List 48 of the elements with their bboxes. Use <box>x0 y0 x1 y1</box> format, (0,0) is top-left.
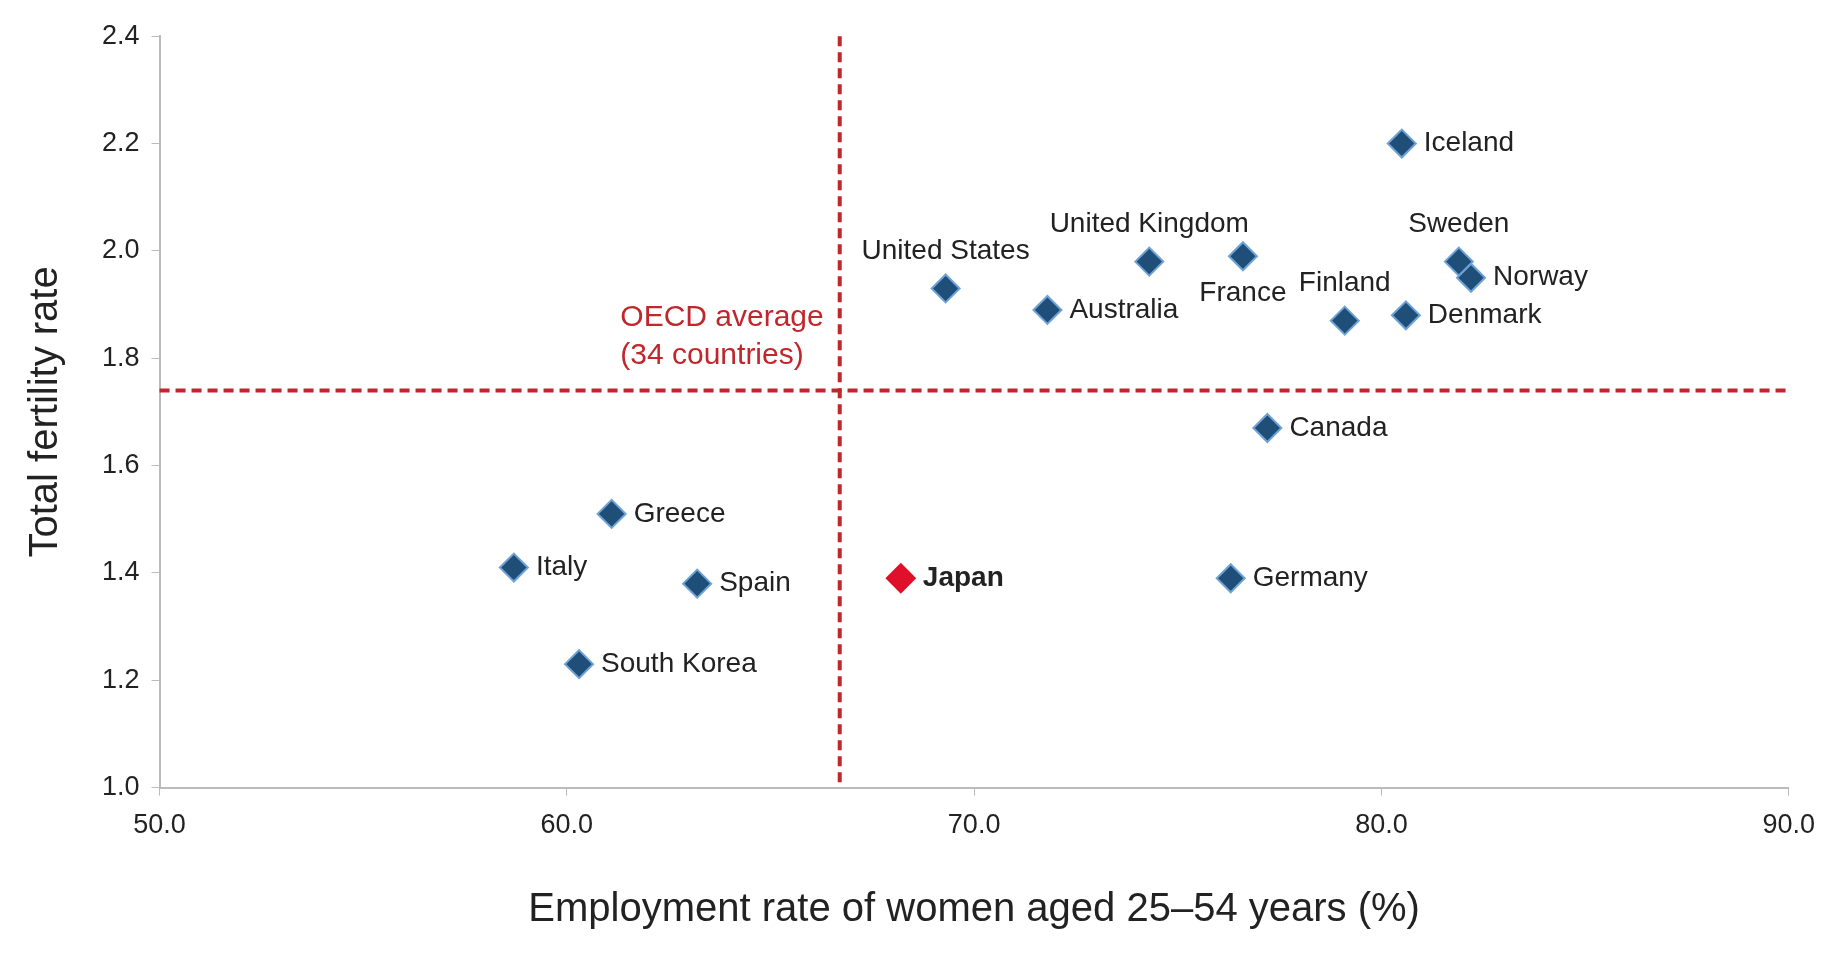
y-tick-label: 1.2 <box>101 663 140 694</box>
point <box>1252 413 1283 443</box>
y-tick-label: 1.8 <box>101 341 140 372</box>
annotation: Greece <box>633 496 726 528</box>
point <box>498 552 529 583</box>
point <box>1227 241 1258 272</box>
annotation: Australia <box>1069 292 1179 324</box>
point <box>1456 262 1487 293</box>
x-tick-label: 80.0 <box>1355 809 1408 840</box>
point <box>682 568 713 599</box>
x-tick-label: 50.0 <box>133 809 186 840</box>
annotation: Germany <box>1252 561 1368 592</box>
y-tick-label: 1.6 <box>101 449 140 480</box>
annotation: United States <box>861 234 1030 266</box>
annotation: Sweden <box>1408 207 1510 239</box>
y-tick-label: 2.2 <box>101 127 140 157</box>
x-tick-label: 90.0 <box>1762 809 1816 840</box>
ref-line-label: OECD average (34 countries) <box>620 298 824 370</box>
point <box>930 273 961 304</box>
point <box>1032 294 1063 325</box>
annotation: Japan <box>922 561 1004 592</box>
x-tick-label: 70.0 <box>947 809 1001 840</box>
y-axis-title: Total fertility rate <box>21 266 66 558</box>
x-axis-title: Employment rate of women aged 25–54 years (%) <box>528 885 1420 930</box>
annotation: Italy <box>535 550 588 582</box>
annotation: United Kingdom <box>1049 207 1249 239</box>
annotation: Spain <box>719 566 791 598</box>
annotation: South Korea <box>601 646 758 678</box>
annotation: France <box>1199 275 1287 307</box>
point <box>885 563 916 594</box>
point <box>1386 128 1417 159</box>
annotation: Iceland <box>1423 126 1515 158</box>
point <box>596 498 627 529</box>
point <box>1390 300 1421 331</box>
point <box>1215 563 1246 594</box>
point <box>1329 305 1360 336</box>
annotation: Denmark <box>1427 298 1543 330</box>
y-tick-label: 2.0 <box>101 234 140 265</box>
point <box>564 649 595 680</box>
x-tick-label: 60.0 <box>540 809 594 840</box>
annotation: Norway <box>1493 260 1588 292</box>
annotation: Canada <box>1289 410 1388 442</box>
annotation: Finland <box>1298 266 1391 298</box>
y-tick-label: 1.0 <box>101 771 140 802</box>
y-tick-label: 1.4 <box>101 556 140 587</box>
y-tick-label: 2.4 <box>101 19 140 50</box>
point <box>1134 246 1165 277</box>
point <box>1443 246 1474 277</box>
